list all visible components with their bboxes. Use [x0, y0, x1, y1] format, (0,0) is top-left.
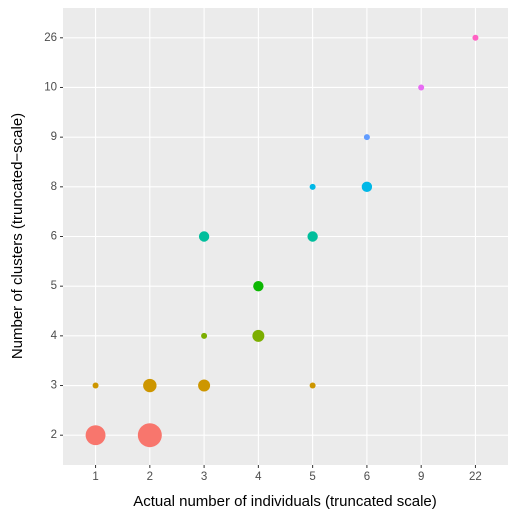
- point: [309, 183, 316, 190]
- y-tick-label: 8: [51, 181, 57, 193]
- point: [307, 231, 318, 242]
- y-tick-label: 5: [51, 280, 57, 292]
- point: [472, 34, 479, 41]
- point: [418, 84, 425, 91]
- point: [85, 425, 106, 446]
- y-axis-title: Number of clusters (truncated−scale): [9, 113, 26, 359]
- point: [363, 134, 370, 141]
- x-tick-label: 2: [147, 471, 153, 483]
- point: [361, 181, 373, 193]
- y-tick-label: 6: [51, 231, 57, 243]
- y-tick-label: 10: [44, 82, 57, 94]
- point: [198, 231, 210, 242]
- y-tick-label: 26: [44, 32, 57, 44]
- point: [198, 379, 211, 392]
- point: [143, 378, 157, 393]
- x-tick-label: 9: [418, 471, 424, 483]
- x-tick-label: 6: [364, 471, 370, 483]
- x-tick-label: 3: [201, 471, 207, 483]
- y-tick-label: 4: [51, 330, 58, 342]
- point: [92, 382, 99, 389]
- point: [137, 423, 162, 448]
- x-tick-label: 5: [309, 471, 315, 483]
- x-tick-label: 4: [255, 471, 262, 483]
- point: [201, 332, 208, 339]
- y-tick-label: 2: [51, 429, 57, 441]
- y-tick-label: 3: [51, 380, 57, 392]
- point: [253, 280, 264, 292]
- y-tick-label: 9: [51, 131, 57, 143]
- x-axis-title: Actual number of individuals (truncated …: [133, 493, 437, 510]
- point: [309, 382, 316, 389]
- x-tick-label: 22: [469, 471, 482, 483]
- x-tick-label: 1: [92, 471, 98, 483]
- point: [252, 329, 265, 342]
